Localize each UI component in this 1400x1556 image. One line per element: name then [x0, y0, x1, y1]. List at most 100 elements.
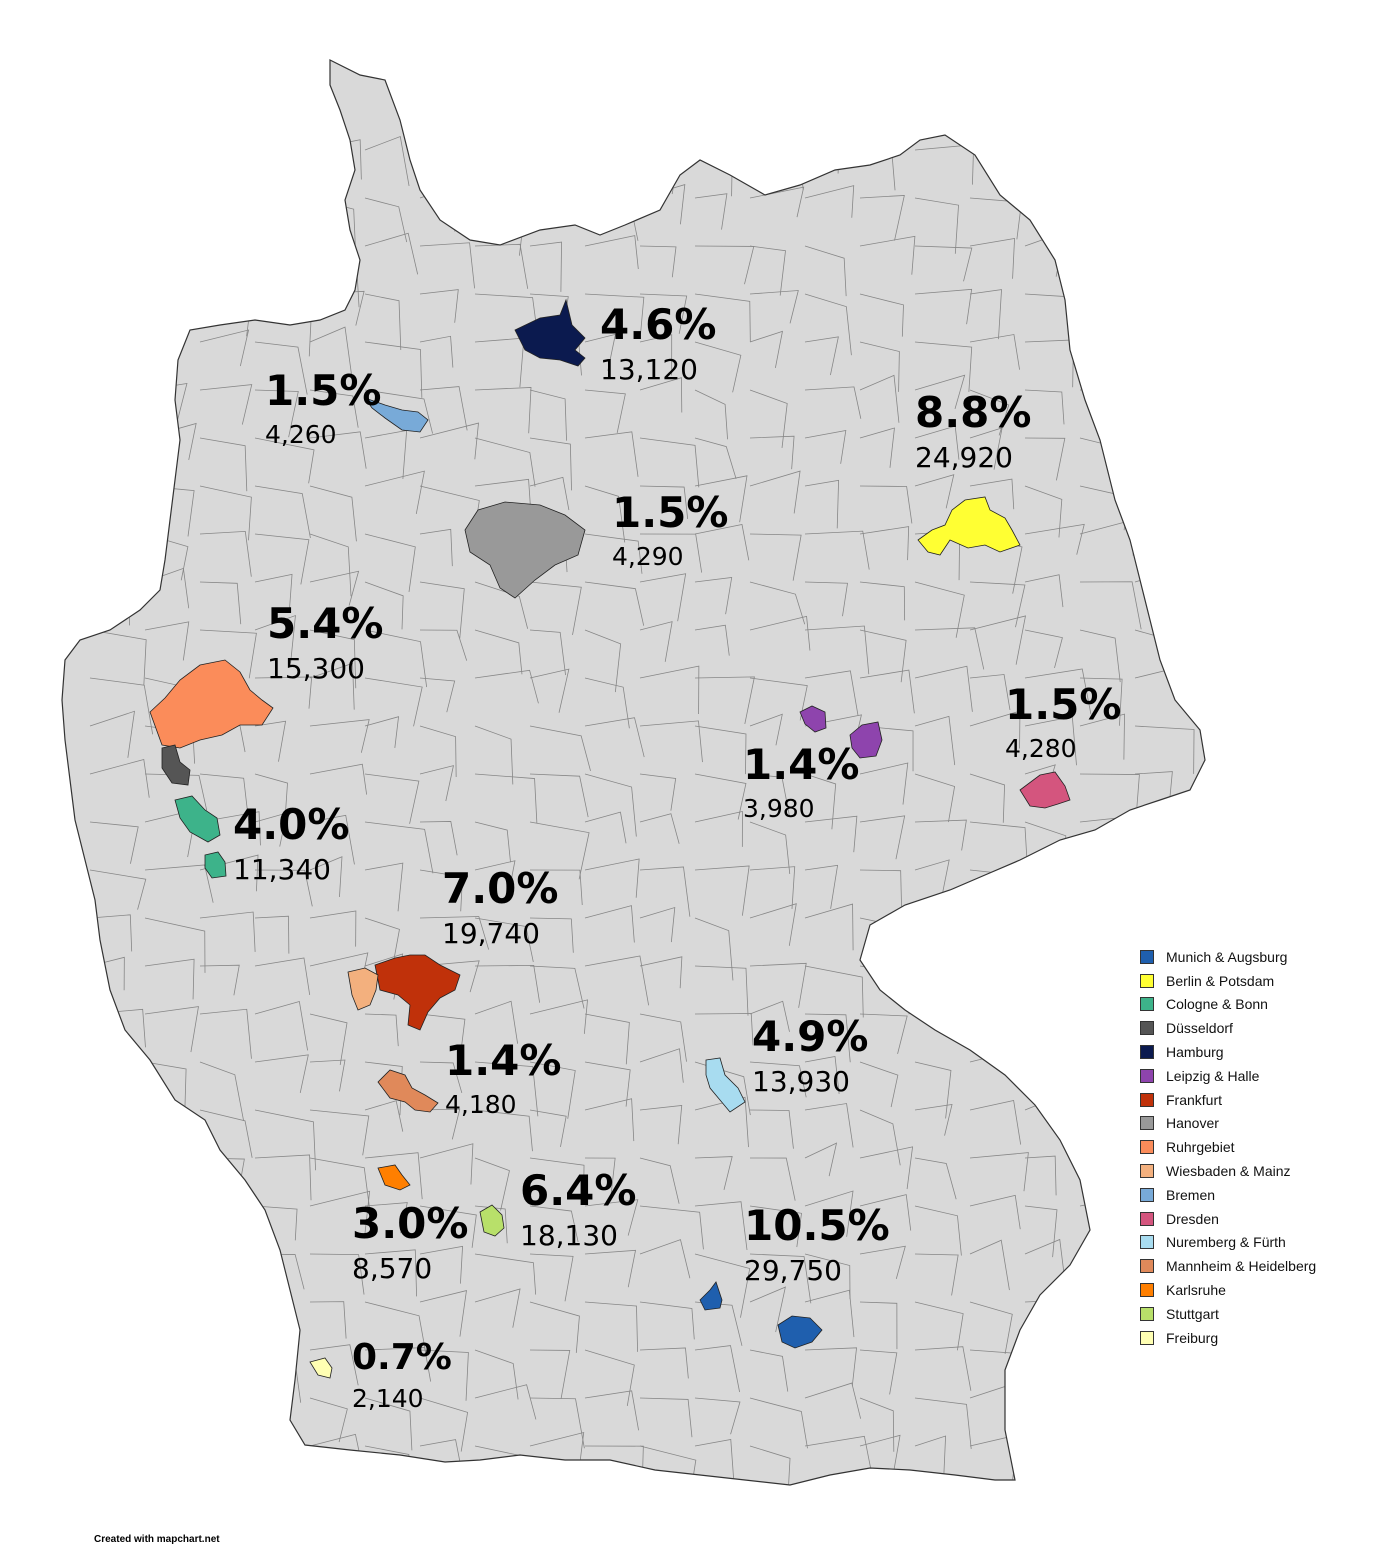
- district-border-line: [804, 1103, 854, 1148]
- district-border-line: [914, 288, 973, 325]
- district-border-line: [364, 821, 434, 874]
- district-border-line: [529, 869, 583, 905]
- legend-swatch: [1140, 1330, 1154, 1345]
- district-border-line: [529, 1157, 585, 1205]
- district-border-line: [474, 964, 541, 1003]
- district-border-line: [309, 1059, 346, 1092]
- district-border-line: [529, 668, 570, 713]
- district-border-line: [969, 615, 1027, 665]
- district-border-line: [529, 1205, 579, 1243]
- district-border-line: [749, 245, 786, 296]
- district-border-line: [584, 1013, 630, 1065]
- district-border-line: [914, 773, 956, 823]
- district-border-line: [474, 821, 511, 863]
- district-border-line: [914, 1253, 959, 1296]
- district-border-line: [419, 335, 454, 368]
- district-border-line: [694, 1438, 735, 1480]
- district-border-line: [1079, 773, 1140, 809]
- district-border-line: [1024, 1055, 1064, 1099]
- district-border-line: [254, 245, 307, 301]
- district-border-line: [804, 1382, 862, 1419]
- district-border-line: [529, 183, 566, 215]
- district-border-line: [1079, 916, 1124, 947]
- district-border-line: [529, 773, 589, 818]
- district-border-line: [254, 915, 290, 954]
- district-border-line: [804, 965, 864, 1018]
- legend-item: Dresden: [1140, 1207, 1316, 1231]
- stat-hanover: 1.5% 4,290: [612, 492, 728, 570]
- district-border-line: [254, 1054, 309, 1094]
- district-border-line: [89, 1157, 136, 1208]
- district-border-line: [474, 1157, 510, 1211]
- district-border-line: [749, 1445, 791, 1485]
- district-border-line: [639, 334, 673, 376]
- district-border-line: [749, 1397, 808, 1449]
- district-border-line: [364, 773, 420, 824]
- region-munich-shape: [699, 1281, 823, 1349]
- district-border-line: [364, 1202, 408, 1234]
- district-border-line: [694, 475, 748, 523]
- district-border-line: [749, 677, 808, 721]
- district-border-line: [309, 485, 357, 542]
- district-border-line: [969, 999, 1028, 1039]
- district-border-line: [584, 431, 639, 477]
- district-border-line: [694, 676, 755, 725]
- district-border-line: [584, 389, 626, 433]
- district-border-line: [584, 717, 645, 758]
- district-border-line: [914, 1061, 952, 1119]
- district-border-line: [254, 1445, 298, 1485]
- district-border-line: [1134, 426, 1193, 469]
- district-border-line: [804, 773, 837, 830]
- district-border-line: [639, 773, 677, 811]
- district-border-line: [804, 1055, 840, 1094]
- district-border-line: [89, 710, 135, 758]
- district-border-line: [584, 629, 622, 693]
- district-border-line: [309, 1344, 359, 1386]
- district-border-line: [914, 1301, 964, 1351]
- district-border-line: [254, 1205, 298, 1241]
- region-dresden-shape: [1019, 771, 1071, 809]
- district-border-line: [584, 677, 630, 729]
- district-border-line: [584, 533, 643, 574]
- district-border-line: [419, 869, 463, 912]
- district-border-line: [914, 245, 973, 282]
- district-border-line: [89, 243, 137, 292]
- district-border-line: [639, 1205, 704, 1250]
- district-border-line: [804, 479, 840, 529]
- district-border-line: [89, 1445, 148, 1485]
- district-border-line: [419, 725, 457, 777]
- district-border-line: [1024, 574, 1064, 608]
- district-border-line: [1024, 1205, 1058, 1258]
- district-border-line: [419, 916, 490, 950]
- district-border-line: [584, 1349, 635, 1407]
- district-border-line: [749, 146, 804, 191]
- stat-count: 4,180: [445, 1090, 517, 1119]
- district-border-line: [529, 149, 566, 200]
- district-border-line: [694, 341, 742, 393]
- district-border-line: [914, 1205, 962, 1256]
- district-border-line: [584, 858, 640, 898]
- district-border-line: [89, 341, 138, 379]
- legend-label: Cologne & Bonn: [1166, 996, 1268, 1013]
- district-border-line: [584, 485, 626, 543]
- district-border-line: [1134, 1445, 1185, 1485]
- stat-count: 4,260: [265, 420, 337, 449]
- district-border-line: [969, 238, 1015, 279]
- region-leipzig-shape: [799, 705, 883, 759]
- stat-count: 13,120: [600, 353, 698, 386]
- stat-percent: 4.9%: [752, 1012, 869, 1061]
- district-border-line: [254, 136, 306, 172]
- district-border-line: [199, 437, 248, 492]
- legend-swatch: [1140, 1164, 1154, 1179]
- district-border-line: [199, 1109, 253, 1158]
- district-border-line: [419, 147, 464, 183]
- legend-item: Mannheim & Heidelberg: [1140, 1254, 1316, 1278]
- district-border-line: [969, 427, 1003, 470]
- district-border-line: [199, 581, 242, 625]
- stat-stuttgart: 6.4% 18,130: [520, 1170, 636, 1250]
- district-border-line: [859, 815, 906, 860]
- district-border-line: [804, 386, 862, 419]
- district-border-line: [584, 293, 645, 335]
- district-border-line: [1079, 149, 1126, 208]
- stat-count: 8,570: [352, 1252, 433, 1285]
